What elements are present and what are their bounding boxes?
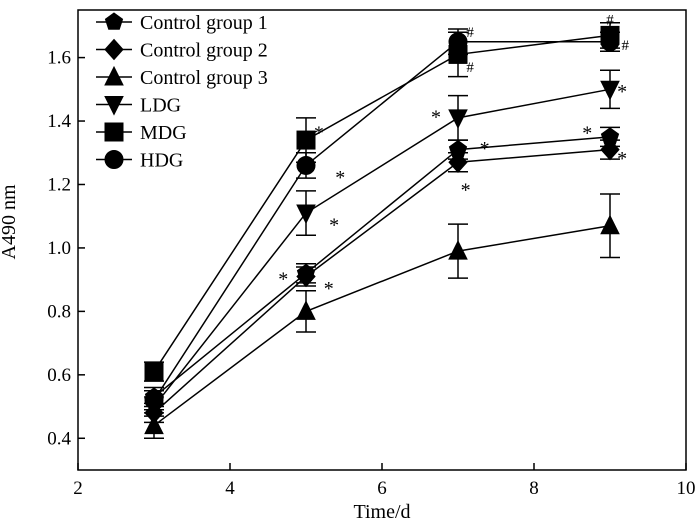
y-tick-label: 0.4 <box>47 428 71 449</box>
legend-label: Control group 2 <box>140 40 268 62</box>
y-axis-title: A490 nm <box>0 184 20 259</box>
data-point <box>600 214 620 235</box>
data-point <box>144 390 164 410</box>
data-point <box>296 300 316 320</box>
data-point <box>296 204 316 225</box>
significance-star: * <box>480 138 490 160</box>
data-point <box>448 32 468 52</box>
x-tick-label: 4 <box>225 478 235 499</box>
x-tick-label: 8 <box>529 478 539 499</box>
legend: Control group 1 Control group 2 Control gr… <box>96 12 268 172</box>
legend-label: Control group 3 <box>140 67 268 89</box>
significance-hash: # <box>466 60 474 76</box>
legend-marker <box>104 38 124 61</box>
data-point <box>144 414 164 435</box>
series-line <box>153 34 611 373</box>
x-tick-label: 6 <box>377 478 387 499</box>
significance-star: * <box>314 122 324 144</box>
y-tick-label: 1.0 <box>47 238 71 259</box>
data-point <box>144 362 164 382</box>
legend-entry: Control group 2 <box>96 38 268 62</box>
y-tick-label: 1.4 <box>47 111 71 132</box>
significance-star: * <box>431 107 441 129</box>
series-0 <box>144 126 620 408</box>
legend-entry: LDG <box>96 95 181 117</box>
significance-star: * <box>582 122 592 144</box>
y-tick-label: 1.6 <box>47 48 71 69</box>
data-point <box>448 109 468 129</box>
legend-entry: Control group 1 <box>96 12 268 34</box>
series-line <box>153 224 611 427</box>
legend-label: Control group 1 <box>140 12 268 34</box>
legend-marker <box>104 65 124 86</box>
legend-marker <box>104 12 124 30</box>
significance-star: * <box>335 167 345 189</box>
legend-entry: HDG <box>96 150 183 172</box>
significance-hash: # <box>621 38 629 54</box>
data-point <box>600 32 620 52</box>
significance-star: * <box>617 81 627 103</box>
significance-star: * <box>324 278 334 300</box>
significance-star: * <box>329 214 339 236</box>
axes: 2 4 6 8 10 0.4 0.6 0.8 1.0 1.2 1.4 1.6 <box>47 9 696 499</box>
y-tick-label: 0.6 <box>47 365 71 386</box>
series-2 <box>144 193 620 440</box>
y-tick-label: 0.8 <box>47 301 71 322</box>
data-point <box>448 151 468 174</box>
legend-label: MDG <box>140 122 187 144</box>
series-layer <box>144 21 620 440</box>
significance-star: * <box>617 148 627 170</box>
significance-hash: # <box>466 25 474 41</box>
legend-marker <box>104 96 124 116</box>
x-axis-title: Time/d <box>353 501 410 523</box>
x-tick-label: 10 <box>677 478 696 499</box>
legend-marker <box>104 150 124 169</box>
series-line <box>153 88 611 408</box>
data-point <box>600 80 620 101</box>
series-5 <box>144 28 620 411</box>
data-point <box>600 138 620 161</box>
annotation-layer: * * * * * * * * * * * # # # # <box>278 13 629 300</box>
significance-hash: # <box>606 13 614 29</box>
y-tick-label: 1.2 <box>47 174 71 195</box>
significance-star: * <box>461 179 471 201</box>
legend-label: HDG <box>140 150 183 172</box>
x-tick-label: 2 <box>73 478 83 499</box>
data-point <box>296 265 316 288</box>
series-line <box>153 136 611 398</box>
data-point <box>296 155 316 175</box>
series-3 <box>144 69 620 418</box>
legend-entry: Control group 3 <box>96 65 268 89</box>
data-point <box>448 239 468 260</box>
legend-entry: MDG <box>96 122 187 144</box>
series-line <box>153 148 611 414</box>
significance-star: * <box>278 268 288 290</box>
legend-label: LDG <box>140 95 181 117</box>
legend-marker <box>104 122 124 142</box>
data-point <box>296 130 316 150</box>
series-line <box>153 40 610 401</box>
